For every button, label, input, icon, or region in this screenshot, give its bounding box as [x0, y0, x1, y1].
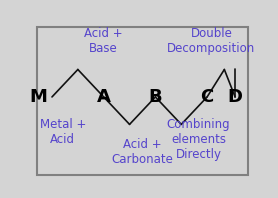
Text: Acid +
Carbonate: Acid + Carbonate — [111, 138, 173, 166]
Text: A: A — [97, 88, 111, 106]
Text: Metal +
Acid: Metal + Acid — [39, 118, 86, 146]
Text: D: D — [228, 88, 243, 106]
Text: Combining
elements
Directly: Combining elements Directly — [167, 118, 230, 161]
Text: Acid +
Base: Acid + Base — [85, 27, 123, 55]
Text: Double
Decomposition: Double Decomposition — [167, 27, 255, 55]
Text: M: M — [30, 88, 48, 106]
Text: B: B — [148, 88, 162, 106]
Text: C: C — [200, 88, 214, 106]
